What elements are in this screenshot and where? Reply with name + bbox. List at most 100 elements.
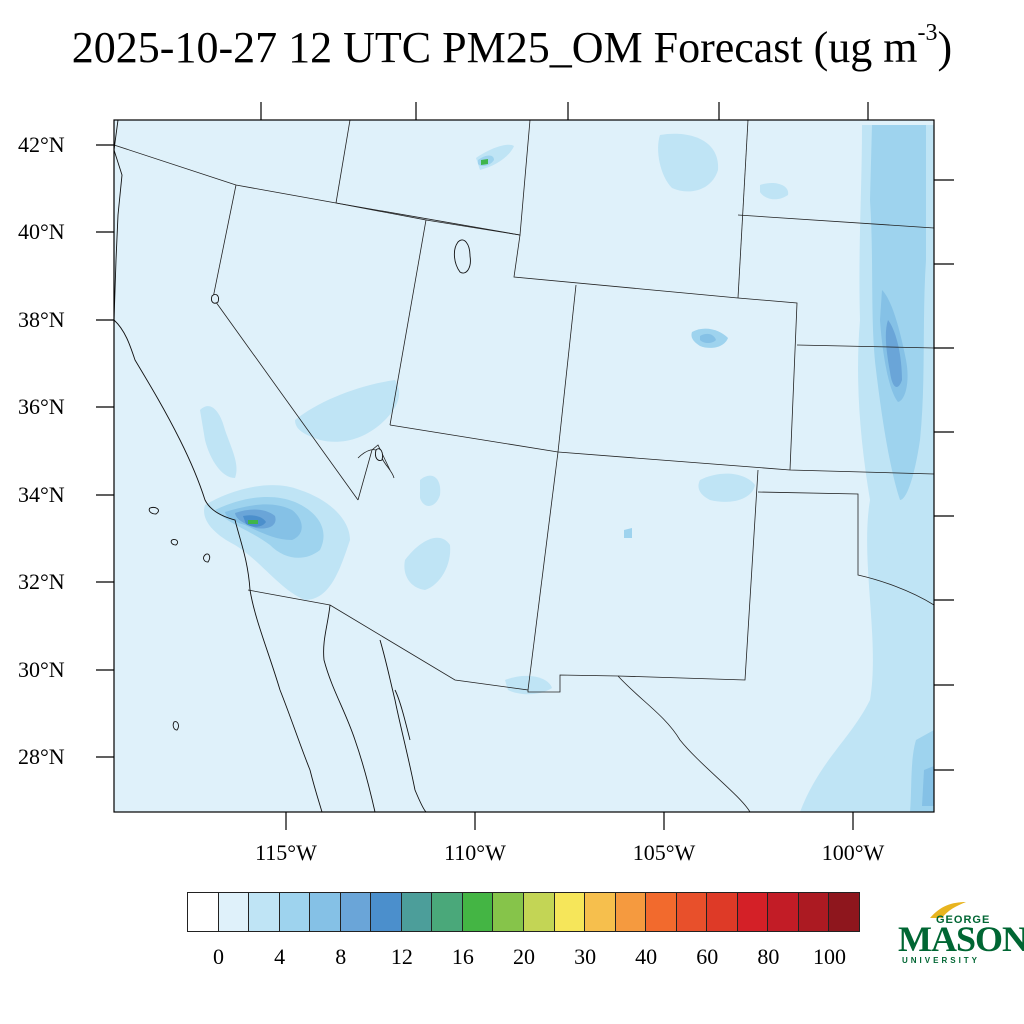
- contour-wy-fire-green: [481, 159, 488, 165]
- contour-socal-green: [248, 520, 258, 524]
- contour-tx-light-2: [885, 543, 925, 565]
- contour-wy-small: [760, 183, 789, 200]
- channel-island-3: [203, 553, 211, 563]
- colorbar-box: [675, 892, 708, 932]
- map-frame: [113, 119, 935, 813]
- colorbar-labels: 0 4 8 12 16 20 30 40 60 80 100: [188, 944, 860, 974]
- boundary-four-corners: [389, 424, 935, 475]
- lat-label-30: 30°N: [18, 657, 65, 682]
- logo-university: UNIVERSITY: [902, 956, 981, 965]
- colorbar-label: 8: [335, 944, 347, 969]
- boundary-ut-co: [557, 284, 577, 453]
- contour-east-mid: [870, 125, 926, 500]
- coast-baja-gulf: [323, 604, 376, 813]
- colorbar-box: [431, 892, 463, 932]
- chart-title: 2025-10-27 12 UTC PM25_OM Forecast (ug m…: [0, 20, 1024, 73]
- boundary-az-mx: [329, 604, 619, 693]
- map-background: [114, 120, 934, 812]
- lon-label-100: 100°W: [821, 840, 885, 865]
- map-ticks: [96, 102, 954, 830]
- contour-east-deep: [885, 320, 902, 387]
- colorbar-box: [339, 892, 372, 932]
- colorbar-box: [523, 892, 555, 932]
- colorbar-box: [370, 892, 402, 932]
- colorbar-box: [217, 892, 250, 932]
- title-superscript: -3: [917, 20, 938, 47]
- colorbar-box: [736, 892, 769, 932]
- channel-island-1: [148, 507, 159, 515]
- boundary-ks-ok: [796, 344, 935, 349]
- logo-george: GEORGE: [936, 914, 991, 926]
- colorbar: [187, 892, 861, 934]
- boundary-nm-tx: [617, 469, 759, 681]
- contour-co-medium: [700, 333, 716, 343]
- boundary-or-id: [335, 119, 351, 204]
- boundary-or-ca: [113, 144, 521, 236]
- boundary-wy-sd: [737, 119, 749, 299]
- salton-sea: [375, 448, 383, 461]
- lat-label-32: 32°N: [18, 569, 65, 594]
- colorbar-box: [278, 892, 311, 932]
- guadalupe-island: [172, 721, 179, 731]
- colorbar-label: 100: [812, 944, 846, 969]
- coast-baja-east: [379, 639, 427, 813]
- colorbar-label: 80: [757, 944, 780, 969]
- boundary-rio-grande: [617, 675, 751, 813]
- lat-label-42: 42°N: [18, 132, 65, 157]
- coast-mx-mainland: [394, 689, 411, 741]
- lat-label-34: 34°N: [18, 482, 65, 507]
- colorbar-label: 30: [574, 944, 597, 969]
- colorbar-box: [645, 892, 677, 932]
- colorbar-label: 0: [213, 944, 225, 969]
- colorbar-label: 16: [451, 944, 474, 969]
- lon-label-110: 110°W: [444, 840, 506, 865]
- colorbar-box: [187, 892, 219, 932]
- boundary-ne: [737, 214, 935, 229]
- colorbar-box: [828, 892, 861, 932]
- coastlines: [113, 119, 427, 813]
- colorbar-box: [584, 892, 616, 932]
- pm25-contours: [200, 125, 934, 812]
- logo-mason: MASON: [898, 919, 1024, 959]
- contour-sierra-light: [200, 406, 237, 478]
- colorbar-label: 12: [390, 944, 413, 969]
- boundary-az-nm: [527, 451, 559, 691]
- contour-az-light-1: [295, 380, 400, 442]
- colorbar-box: [797, 892, 830, 932]
- colorbar-label: 40: [635, 944, 658, 969]
- coast-west: [113, 119, 323, 813]
- contour-nm-small: [624, 528, 632, 538]
- contour-tx-light-1: [698, 473, 755, 502]
- title-close: ): [937, 23, 953, 72]
- title-main: 2025-10-27 12 UTC PM25_OM Forecast (ug m: [71, 23, 918, 72]
- colorbar-box: [400, 892, 433, 932]
- contour-wy-light: [658, 133, 719, 192]
- contour-texas-medium: [922, 766, 934, 806]
- boundary-ca-az: [357, 444, 391, 501]
- logo-flag-icon: [930, 902, 966, 918]
- colorbar-label: 60: [696, 944, 719, 969]
- contour-az-light-2: [404, 537, 451, 590]
- channel-island-2: [170, 539, 179, 546]
- lat-label-28: 28°N: [18, 744, 65, 769]
- lat-label-40: 40°N: [18, 219, 65, 244]
- boundary-ca-mx: [247, 589, 331, 606]
- great-salt-lake: [453, 239, 471, 274]
- colorbar-box: [706, 892, 738, 932]
- lon-label-115: 115°W: [255, 840, 317, 865]
- george-mason-logo: GEORGE MASON UNIVERSITY: [898, 900, 1024, 970]
- lakes: [148, 239, 471, 731]
- boundary-ok-tx: [757, 491, 935, 606]
- colorbar-box: [461, 892, 494, 932]
- lat-label-36: 36°N: [18, 394, 65, 419]
- colorbar-box: [492, 892, 525, 932]
- colorbar-box: [248, 892, 280, 932]
- lon-label-105: 105°W: [632, 840, 696, 865]
- colorbar-box: [614, 892, 647, 932]
- lake-tahoe: [211, 293, 219, 304]
- colorbar-box: [309, 892, 341, 932]
- colorbar-box: [767, 892, 799, 932]
- contour-az-light-3: [420, 475, 441, 506]
- boundary-wy-co: [513, 234, 739, 299]
